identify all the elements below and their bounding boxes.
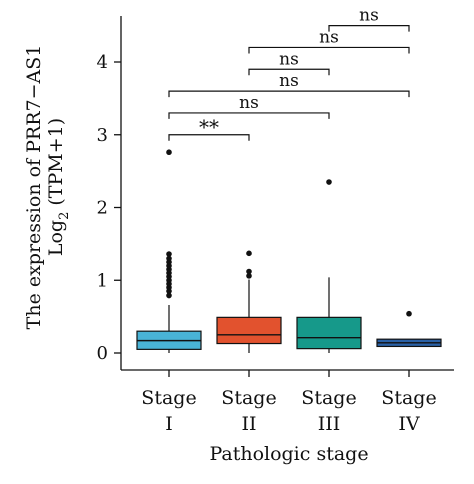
y-tick-label: 3	[97, 125, 108, 146]
box-group	[136, 149, 202, 353]
x-axis-title: Pathologic stage	[209, 443, 368, 465]
significance-bracket	[168, 90, 410, 98]
outlier-point	[326, 179, 332, 185]
x-tick-label-bottom: II	[241, 413, 256, 435]
x-tick-label-top: Stage	[381, 387, 436, 409]
y-axis-title: The expression of PRR7−AS1	[23, 45, 45, 330]
outlier-point	[246, 268, 252, 275]
x-tick-label-bottom: III	[318, 413, 341, 435]
significance-bracket	[168, 134, 250, 141]
box-group	[216, 250, 282, 353]
y-axis-subtitle: Log2 (TPM+1)	[45, 118, 72, 256]
x-ticks: Stage I Stage II Stage III Stage IV	[141, 370, 437, 435]
outlier-point	[166, 149, 172, 156]
y-axis-title-main: The expression of PRR7−AS1	[23, 45, 45, 330]
significance-label: ns	[239, 93, 259, 113]
outlier-point	[166, 255, 172, 262]
box-group	[376, 310, 442, 348]
y-tick-label: 2	[97, 198, 108, 219]
x-tick-label-top: Stage	[221, 387, 276, 409]
significance-bracket	[248, 46, 410, 54]
y-axis-subtitle-text: Log2 (TPM+1)	[45, 118, 72, 256]
y-ticks: 0 1 2 3 4	[97, 52, 121, 364]
box-iqr	[216, 316, 282, 345]
significance-bracket	[248, 68, 330, 76]
boxes	[136, 149, 442, 353]
outlier-point	[246, 250, 252, 257]
x-tick-label-bottom: IV	[398, 413, 420, 435]
y-tick-label: 1	[97, 270, 108, 291]
significance-bracket	[328, 25, 410, 32]
outlier-point	[406, 310, 412, 317]
outlier-point	[166, 292, 172, 299]
x-tick-label-bottom: I	[165, 413, 173, 435]
x-tick-label-top: Stage	[141, 387, 196, 409]
box-iqr	[296, 316, 362, 350]
y-tick-label: 0	[97, 343, 108, 364]
outlier-point	[246, 273, 252, 279]
significance-label: **	[199, 115, 219, 139]
significance-label: ns	[279, 71, 299, 91]
box-group	[296, 179, 362, 353]
significance-label: ns	[319, 27, 339, 47]
y-tick-label: 4	[97, 52, 108, 73]
significance-label: ns	[279, 49, 299, 69]
x-tick-label-top: Stage	[301, 387, 356, 409]
outlier-point	[166, 251, 172, 257]
significance-bracket	[168, 112, 330, 119]
significance-label: ns	[359, 6, 379, 26]
